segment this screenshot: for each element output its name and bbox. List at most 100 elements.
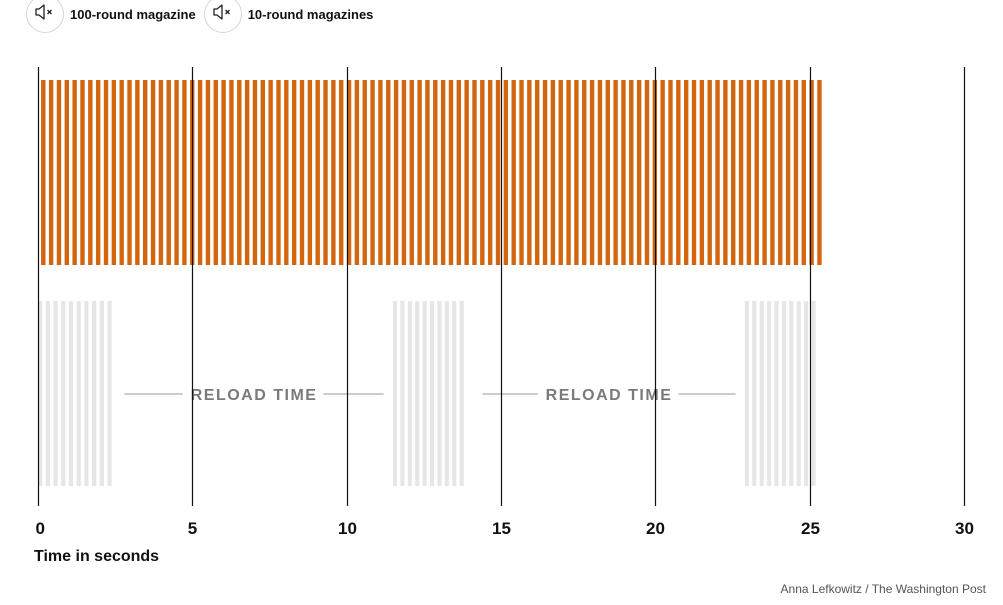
x-tick-label: 5 — [188, 519, 197, 538]
shot-bar-100-round — [527, 80, 532, 265]
shot-bar-10-round — [804, 301, 809, 486]
shot-bar-100-round — [715, 80, 720, 265]
shot-bar-100-round — [284, 80, 289, 265]
shot-bar-10-round — [415, 301, 420, 486]
shot-bar-100-round — [386, 80, 391, 265]
shot-bar-100-round — [276, 80, 281, 265]
shot-bar-10-round — [789, 301, 794, 486]
shot-bar-100-round — [80, 80, 85, 265]
shot-bar-100-round — [644, 80, 650, 265]
shot-bar-100-round — [237, 80, 242, 265]
shot-bar-100-round — [135, 80, 140, 265]
shot-bar-100-round — [754, 80, 759, 265]
shot-bar-100-round — [417, 80, 422, 265]
shot-bar-10-round — [811, 301, 816, 486]
shot-bar-100-round — [268, 80, 273, 265]
shot-bar-100-round — [605, 80, 610, 265]
x-tick-label: 10 — [338, 519, 357, 538]
shot-bar-100-round — [252, 80, 258, 265]
shot-bar-100-round — [495, 80, 501, 265]
shot-bar-100-round — [331, 80, 336, 265]
shot-bar-100-round — [362, 80, 367, 265]
shot-bar-100-round — [550, 80, 556, 265]
shot-bar-100-round — [613, 80, 618, 265]
shot-bar-100-round — [738, 80, 744, 265]
shot-bar-10-round — [459, 301, 464, 486]
shot-bar-100-round — [299, 80, 305, 265]
shot-bar-10-round — [796, 301, 801, 486]
shot-bar-100-round — [370, 80, 375, 265]
shot-bar-100-round — [660, 80, 665, 265]
shot-bar-10-round — [437, 301, 442, 486]
shot-bar-100-round — [636, 80, 642, 265]
shot-bar-100-round — [809, 80, 814, 265]
shot-bar-100-round — [691, 80, 697, 265]
shot-bar-100-round — [676, 80, 681, 265]
shot-bar-100-round — [174, 80, 179, 265]
shot-bar-100-round — [589, 80, 595, 265]
shot-bar-100-round — [307, 80, 313, 265]
mute-button-10-round[interactable] — [203, 0, 242, 33]
shot-bar-10-round — [407, 301, 412, 486]
shot-bar-100-round — [41, 80, 46, 265]
shot-bar-100-round — [166, 80, 171, 265]
shot-bar-100-round — [683, 80, 689, 265]
shot-bar-100-round — [64, 80, 69, 265]
toggle-10-round-magazines[interactable]: 10-round magazines — [203, 0, 373, 33]
shot-bar-10-round — [45, 301, 50, 486]
x-tick-label: 25 — [801, 519, 820, 538]
shot-bar-10-round — [53, 301, 58, 486]
shot-bar-100-round — [103, 80, 109, 265]
shot-bar-100-round — [119, 80, 124, 265]
shot-bar-100-round — [244, 80, 250, 265]
x-axis-title: Time in seconds — [34, 548, 160, 565]
shot-bar-10-round — [392, 301, 398, 486]
shot-bar-100-round — [48, 80, 54, 265]
x-tick-label: 20 — [646, 519, 665, 538]
toggle-label-100-round: 100-round magazine — [70, 6, 196, 22]
shot-bar-100-round — [346, 80, 352, 265]
shot-bar-10-round — [767, 301, 772, 486]
shot-bar-10-round — [92, 301, 97, 486]
audio-toggles: 100-round magazine 10-round magazines — [26, 0, 373, 34]
shot-bar-100-round — [574, 80, 579, 265]
x-tick-label: 15 — [492, 519, 511, 538]
shot-bar-10-round — [99, 301, 104, 486]
x-tick-label: 30 — [955, 519, 974, 538]
shot-bar-100-round — [339, 80, 344, 265]
mute-button-100-round[interactable] — [26, 0, 64, 33]
shot-bar-100-round — [535, 80, 540, 265]
shot-bar-100-round — [143, 80, 148, 265]
shot-bar-100-round — [762, 80, 767, 265]
shot-bar-100-round — [464, 80, 469, 265]
shot-bar-100-round — [723, 80, 728, 265]
shot-bar-10-round — [400, 301, 405, 486]
shot-bar-100-round — [88, 80, 93, 265]
shot-bar-100-round — [472, 80, 477, 265]
shot-bar-100-round — [629, 80, 634, 265]
shot-bar-100-round — [503, 80, 509, 265]
shot-bar-100-round — [817, 80, 822, 265]
shot-bar-10-round — [422, 301, 427, 486]
shot-bar-100-round — [229, 80, 234, 265]
shot-bar-100-round — [519, 80, 524, 265]
shot-bar-100-round — [448, 80, 454, 265]
shot-bar-10-round — [774, 301, 779, 486]
toggle-100-round-magazine[interactable]: 100-round magazine — [26, 0, 196, 33]
shot-bar-100-round — [401, 80, 407, 265]
shot-bar-10-round — [752, 301, 757, 486]
shot-bar-100-round — [558, 80, 563, 265]
credit-line: Anna Lefkowitz / The Washington Post — [780, 582, 986, 596]
shot-bar-100-round — [213, 80, 218, 265]
shot-bar-100-round — [456, 80, 461, 265]
shot-bar-100-round — [323, 80, 328, 265]
shot-bar-100-round — [542, 80, 548, 265]
speaker-muted-icon — [34, 3, 56, 26]
shot-bar-100-round — [511, 80, 516, 265]
shot-timeline-chart: RELOAD TIME RELOAD TIME 0 5 10 15 20 25 30 — [36, 67, 974, 538]
reload-annotations: RELOAD TIME RELOAD TIME — [124, 387, 736, 404]
shot-bar-100-round — [785, 80, 791, 265]
shot-bar-10-round — [76, 301, 81, 486]
shot-bar-100-round — [354, 80, 360, 265]
shot-bar-100-round — [205, 80, 211, 265]
